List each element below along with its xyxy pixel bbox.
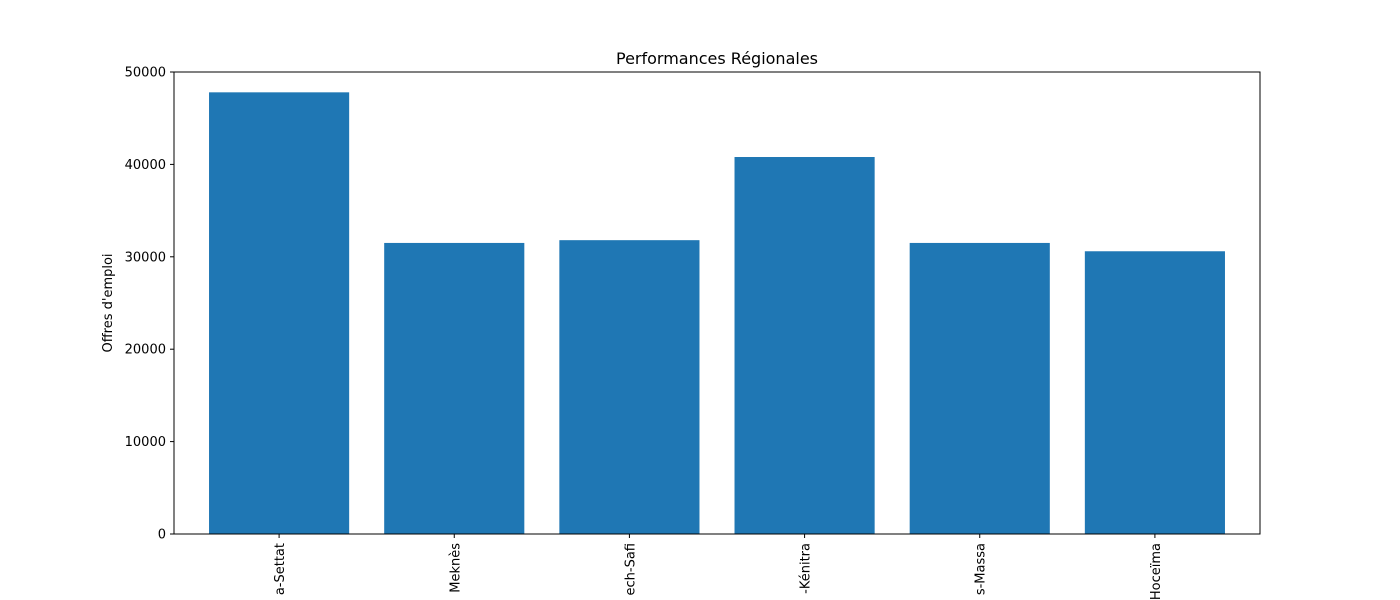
x-tick-label: Meknès <box>448 543 463 593</box>
x-tick-label: ech-Safi <box>623 543 638 595</box>
bar-4 <box>734 157 875 534</box>
plot-area-frame <box>173 71 1261 535</box>
x-tick-label: -Kénitra <box>799 543 814 594</box>
y-tick-label: 30000 <box>125 250 166 265</box>
y-tick-label: 40000 <box>125 158 166 173</box>
bars-group <box>209 92 1225 535</box>
y-tick-label: 10000 <box>125 435 166 450</box>
x-axis-ticks: a-Settat Meknès ech-Safi -Kénitra s-Massa Hoc… <box>273 534 1164 600</box>
bar-2 <box>384 242 525 534</box>
chart-title: Performances Régionales <box>616 49 818 68</box>
bar-1 <box>209 92 350 534</box>
y-tick-label: 50000 <box>125 66 166 81</box>
bar-6 <box>1084 251 1225 534</box>
bar-5 <box>909 242 1050 534</box>
x-tick-label: s-Massa <box>974 543 989 595</box>
y-tick-label: 0 <box>158 528 166 543</box>
y-axis-label: Offres d'emploi <box>101 253 116 352</box>
x-tick-label: Hoceïma <box>1149 543 1164 600</box>
x-tick-label: a-Settat <box>273 543 288 595</box>
bar-3 <box>559 240 700 535</box>
y-tick-label: 20000 <box>125 343 166 358</box>
y-axis-ticks: 0 10000 20000 30000 40000 50000 <box>125 66 174 543</box>
